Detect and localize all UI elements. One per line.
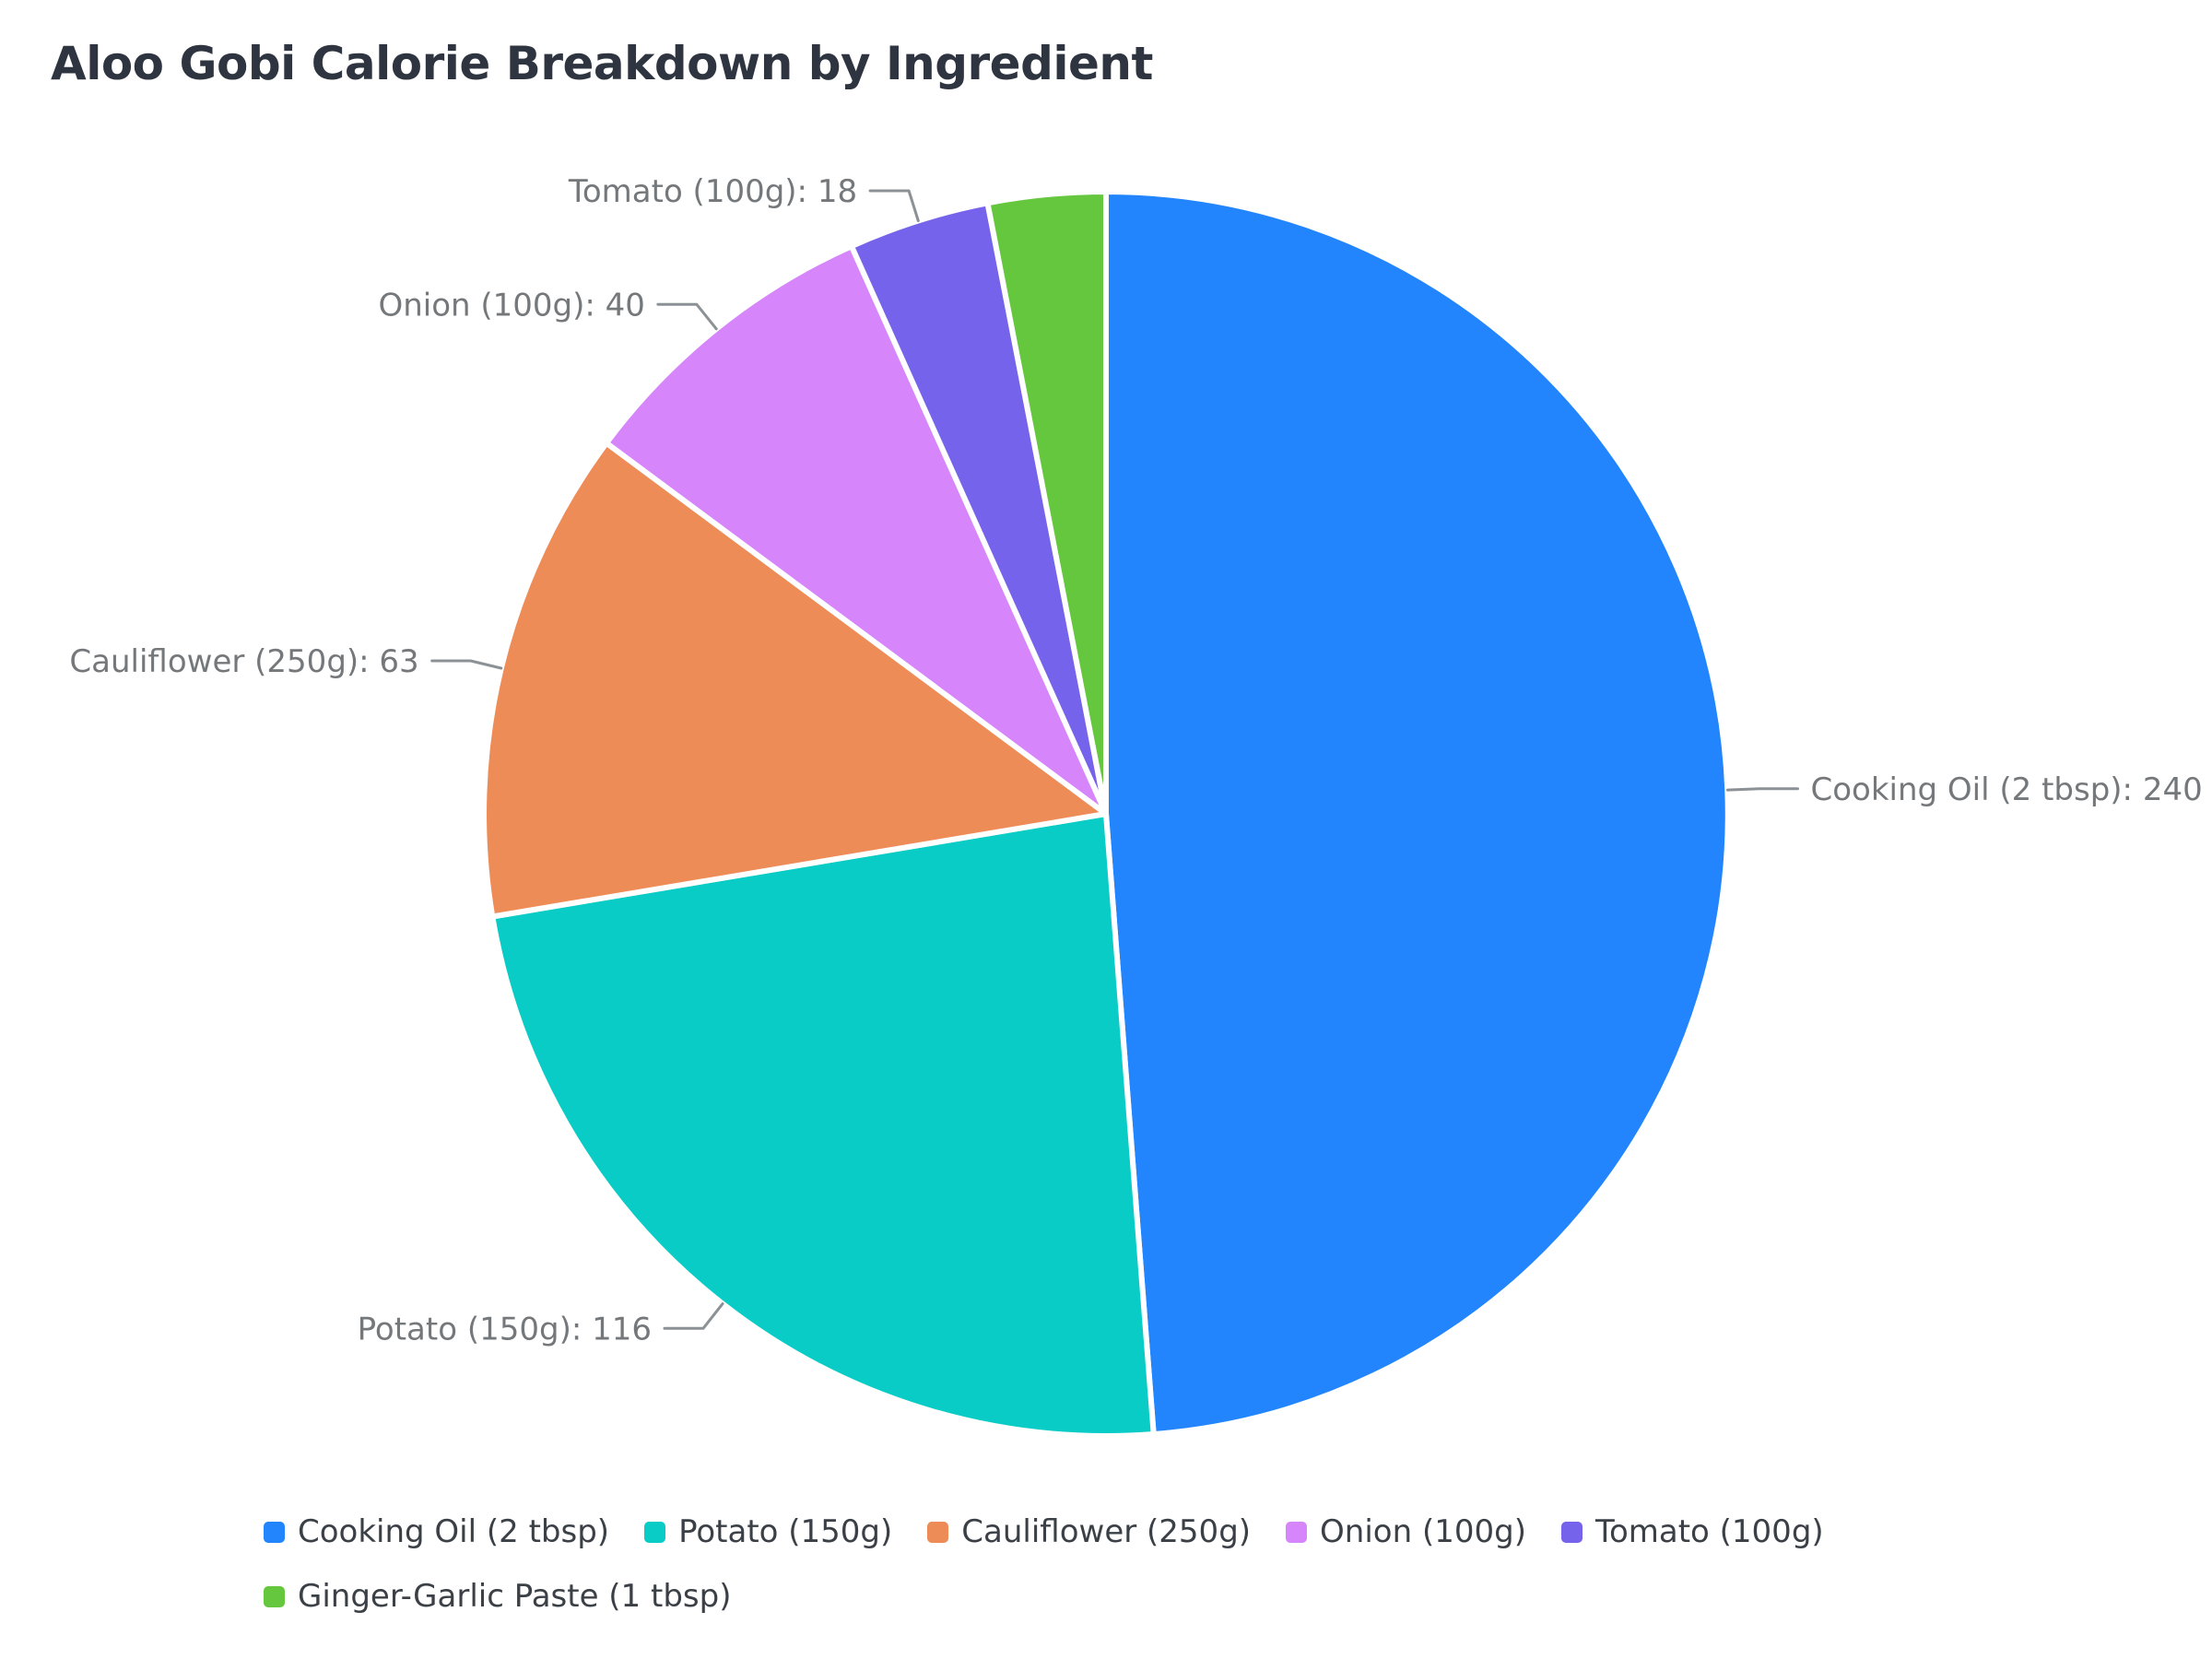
callout-line-cauliflower-250g bbox=[430, 659, 503, 670]
callout-line-cooking-oil-2-tbsp bbox=[1726, 787, 1799, 792]
callout-lines bbox=[430, 189, 1799, 1330]
callout-label-onion-100g: Onion (100g): 40 bbox=[378, 287, 644, 324]
chart-title: Aloo Gobi Calorie Breakdown by Ingredien… bbox=[51, 37, 1153, 90]
legend-swatch-ginger-garlic-paste-1-tbsp bbox=[264, 1585, 285, 1607]
legend-swatch-onion-100g bbox=[1286, 1521, 1308, 1543]
callout-line-tomato-100g bbox=[868, 189, 920, 222]
callout-line-potato-150g bbox=[663, 1302, 724, 1330]
legend-swatch-cauliflower-250g bbox=[927, 1521, 949, 1543]
legend-item-ginger-garlic-paste-1-tbsp[interactable]: Ginger-Garlic Paste (1 tbsp) bbox=[264, 1576, 731, 1617]
legend-label: Cauliflower (250g) bbox=[961, 1513, 1252, 1550]
pie-slice-ginger-garlic-paste-1-tbsp[interactable] bbox=[984, 188, 1109, 817]
legend-label: Potato (150g) bbox=[678, 1513, 893, 1550]
legend-item-onion-100g[interactable]: Onion (100g) bbox=[1286, 1512, 1526, 1552]
legend-item-potato-150g[interactable]: Potato (150g) bbox=[644, 1512, 892, 1552]
callout-label-tomato-100g: Tomato (100g): 18 bbox=[568, 173, 857, 210]
pie-slice-cooking-oil-2-tbsp[interactable] bbox=[1103, 189, 1731, 1437]
legend-swatch-cooking-oil-2-tbsp bbox=[264, 1521, 285, 1543]
legend-item-cauliflower-250g[interactable]: Cauliflower (250g) bbox=[927, 1512, 1251, 1552]
callout-label-cooking-oil-2-tbsp: Cooking Oil (2 tbsp): 240 bbox=[1811, 771, 2203, 808]
callout-label-potato-150g: Potato (150g): 116 bbox=[358, 1311, 652, 1347]
legend-label: Onion (100g) bbox=[1320, 1513, 1526, 1550]
callout-label-cauliflower-250g: Cauliflower (250g): 63 bbox=[69, 643, 418, 680]
legend-item-cooking-oil-2-tbsp[interactable]: Cooking Oil (2 tbsp) bbox=[264, 1512, 609, 1552]
callout-labels: Cooking Oil (2 tbsp): 240 Potato (150g): … bbox=[69, 173, 2202, 1347]
pie-slices bbox=[481, 188, 1731, 1439]
legend-label: Ginger-Garlic Paste (1 tbsp) bbox=[298, 1578, 732, 1615]
callout-line-onion-100g bbox=[656, 302, 718, 331]
legend-label: Tomato (100g) bbox=[1594, 1513, 1824, 1550]
legend-swatch-tomato-100g bbox=[1560, 1521, 1583, 1543]
legend-item-tomato-100g[interactable]: Tomato (100g) bbox=[1560, 1512, 1824, 1552]
legend: Cooking Oil (2 tbsp) Potato (150g) Caulifl… bbox=[264, 1512, 2033, 1617]
legend-label: Cooking Oil (2 tbsp) bbox=[298, 1513, 610, 1550]
legend-swatch-potato-150g bbox=[644, 1521, 666, 1543]
